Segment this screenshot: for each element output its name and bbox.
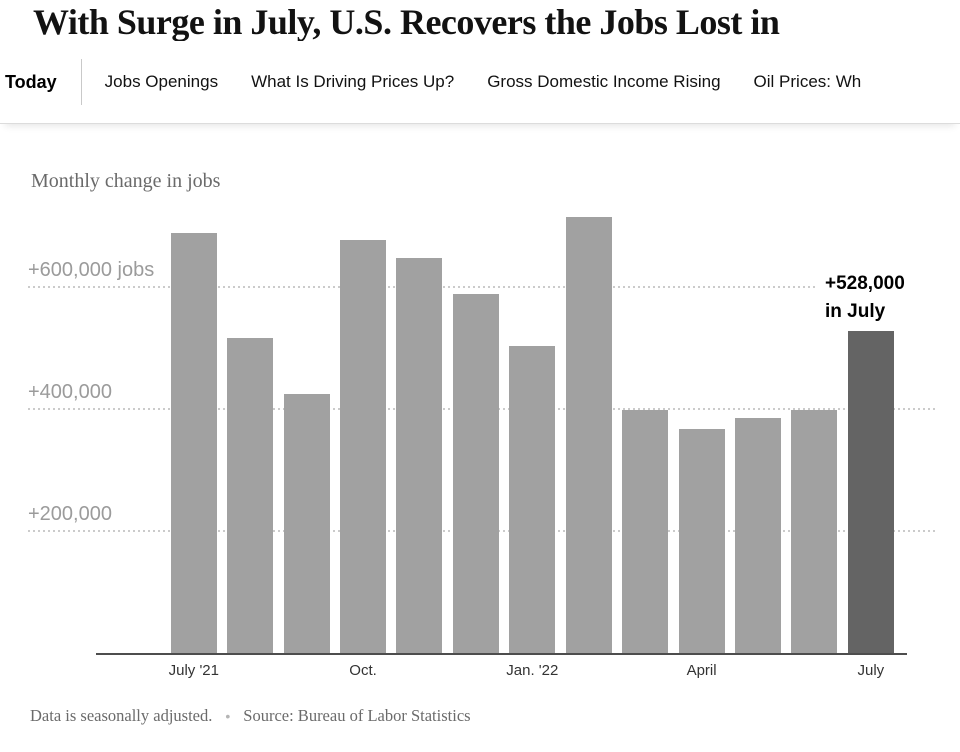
x-axis-label-july-21: July '21: [168, 662, 219, 679]
bar-april-22: [678, 428, 725, 654]
x-axis-line: [96, 653, 907, 655]
chart-annotation: +528,000 in July: [818, 268, 907, 328]
bar-jan-22: [509, 345, 556, 654]
chart-footer: Data is seasonally adjusted. • Source: B…: [30, 706, 471, 726]
article-headline-clip: With Surge in July, U.S. Recovers the Jo…: [0, 0, 960, 41]
y-axis-label-200000: +200,000: [28, 503, 112, 526]
footer-bullet-separator: •: [225, 708, 231, 724]
nav-item-gross-domestic-income[interactable]: Gross Domestic Income Rising: [487, 72, 721, 91]
article-headline: With Surge in July, U.S. Recovers the Jo…: [33, 2, 780, 41]
footer-note: Data is seasonally adjusted.: [30, 706, 213, 725]
x-axis-label-april: April: [686, 662, 717, 679]
bar-feb-22: [565, 217, 612, 654]
nav-brand-today[interactable]: Today: [5, 71, 57, 92]
bar-dec-21: [452, 294, 499, 654]
bar-july-21: [170, 232, 217, 654]
annotation-value: +528,000: [825, 273, 905, 294]
nav-divider: [80, 59, 82, 105]
x-axis-label-oct-: Oct.: [349, 662, 377, 679]
bar-oct-21: [340, 239, 387, 654]
bar-sept-21: [283, 394, 330, 654]
nav-item-oil-prices[interactable]: Oil Prices: Wh: [753, 72, 862, 91]
x-axis-label-jan-22: Jan. '22: [506, 662, 559, 679]
bar-aug-21: [227, 337, 274, 654]
nav-item-jobs-openings[interactable]: Jobs Openings: [104, 72, 219, 91]
bar-june-22: [791, 410, 838, 654]
y-axis-label-400000: +400,000: [28, 381, 112, 404]
bar-july-22: [847, 330, 894, 654]
bar-nov-21: [396, 258, 443, 654]
bar-may-22: [735, 417, 781, 654]
x-axis-label-july: July: [857, 662, 885, 679]
sticky-nav-bar: Today Jobs Openings What Is Driving Pric…: [0, 41, 960, 124]
bar-march-22: [622, 410, 669, 654]
footer-source: Source: Bureau of Labor Statistics: [243, 706, 471, 725]
annotation-label: in July: [825, 301, 886, 322]
y-axis-label-600000: +600,000 jobs: [28, 258, 155, 281]
nav-links: Jobs Openings What Is Driving Prices Up?…: [105, 72, 862, 92]
nav-item-driving-prices[interactable]: What Is Driving Prices Up?: [251, 72, 455, 91]
chart-title: Monthly change in jobs: [31, 170, 221, 192]
